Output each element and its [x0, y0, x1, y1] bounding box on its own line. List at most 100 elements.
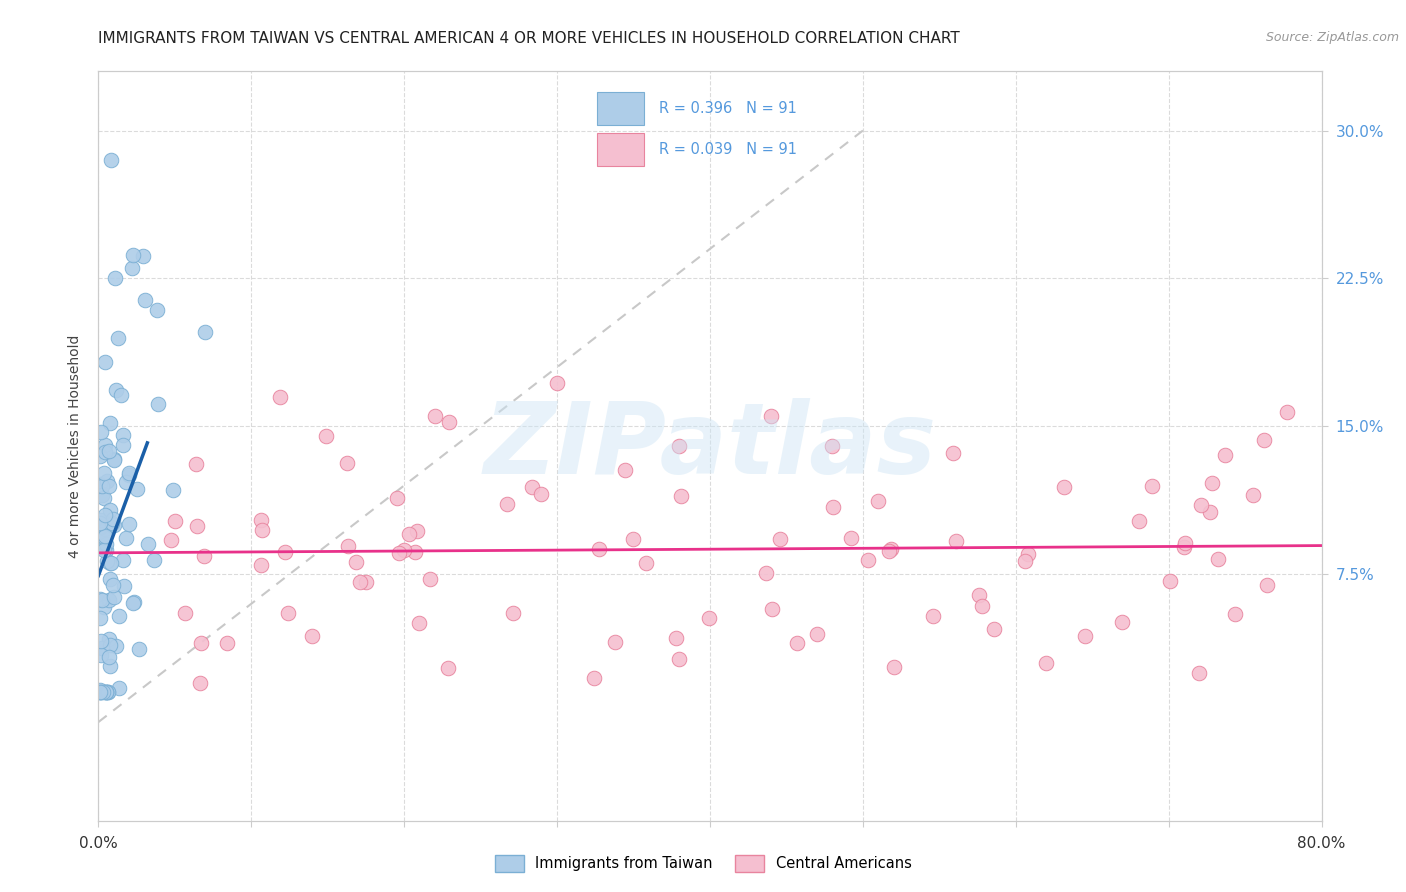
Point: [755, 566, 778, 581]
Point: [94, 438, 117, 452]
Point: [1256, 578, 1278, 592]
Legend: Immigrants from Taiwan, Central Americans: Immigrants from Taiwan, Central American…: [489, 849, 917, 878]
Point: [94, 355, 117, 369]
Point: [101, 578, 124, 592]
Point: [520, 480, 543, 494]
Point: [122, 247, 145, 261]
Point: [768, 533, 790, 547]
Point: [404, 545, 426, 559]
Point: [530, 487, 553, 501]
Point: [806, 627, 828, 641]
Point: [1241, 488, 1264, 502]
Point: [423, 409, 446, 424]
Point: [883, 660, 905, 674]
Point: [98, 638, 121, 652]
Point: [1017, 547, 1039, 561]
Point: [103, 591, 125, 605]
Point: [108, 681, 131, 695]
Point: [879, 544, 901, 558]
Point: [98, 572, 121, 586]
Point: [112, 579, 135, 593]
Point: [922, 609, 945, 624]
Point: [866, 493, 889, 508]
Point: [128, 641, 150, 656]
Point: [1074, 629, 1097, 643]
Point: [603, 635, 626, 649]
Point: [1201, 475, 1223, 490]
Point: [98, 592, 121, 607]
Point: [93, 599, 115, 614]
Point: [1208, 552, 1230, 566]
Point: [1188, 665, 1211, 680]
Point: [1199, 505, 1222, 519]
Point: [146, 303, 169, 318]
Point: [970, 599, 993, 613]
Point: [761, 602, 783, 616]
Point: [115, 475, 138, 490]
Point: [96, 685, 118, 699]
Point: [127, 482, 149, 496]
Point: [90, 634, 112, 648]
Point: [90, 685, 112, 699]
Point: [1159, 574, 1181, 589]
Point: [945, 534, 967, 549]
Point: [90, 478, 112, 492]
Point: [385, 491, 408, 506]
Text: 0.0%: 0.0%: [79, 837, 118, 852]
Point: [93, 530, 115, 544]
Point: [354, 574, 377, 589]
Point: [502, 606, 524, 620]
Point: [98, 444, 121, 458]
Point: [344, 555, 367, 569]
Point: [90, 513, 112, 527]
Point: [89, 685, 111, 699]
Point: [1053, 480, 1076, 494]
Point: [1111, 615, 1133, 629]
Point: [546, 376, 568, 390]
Point: [103, 512, 125, 526]
Point: [100, 557, 122, 571]
Point: [671, 489, 693, 503]
Point: [1253, 434, 1275, 448]
Point: [110, 388, 132, 402]
Point: [134, 293, 156, 308]
Point: [250, 558, 273, 573]
Point: [697, 610, 720, 624]
Point: [668, 439, 690, 453]
Point: [143, 553, 166, 567]
Point: [398, 526, 420, 541]
Point: [668, 652, 690, 666]
Point: [96, 543, 118, 558]
Point: [336, 456, 359, 470]
Point: [969, 588, 991, 602]
Point: [419, 572, 441, 586]
Point: [90, 648, 112, 662]
Point: [100, 153, 122, 167]
Point: [162, 483, 184, 497]
Point: [93, 491, 115, 505]
Point: [588, 541, 610, 556]
Point: [786, 635, 808, 649]
Point: [159, 533, 181, 548]
Point: [111, 553, 134, 567]
Point: [89, 520, 111, 534]
Point: [1173, 540, 1195, 554]
Point: [89, 450, 111, 464]
Point: [269, 390, 291, 404]
Point: [1174, 536, 1197, 550]
Point: [105, 639, 128, 653]
Point: [146, 397, 169, 411]
Point: [1014, 554, 1036, 568]
Point: [103, 518, 125, 533]
Point: [105, 383, 128, 397]
Point: [94, 537, 117, 551]
Point: [94, 522, 117, 536]
Point: [392, 542, 415, 557]
Point: [636, 556, 658, 570]
Point: [250, 513, 273, 527]
Point: [823, 500, 845, 515]
Y-axis label: 4 or more Vehicles in Household: 4 or more Vehicles in Household: [69, 334, 83, 558]
Point: [582, 671, 605, 685]
Point: [121, 596, 143, 610]
Point: [103, 452, 125, 467]
